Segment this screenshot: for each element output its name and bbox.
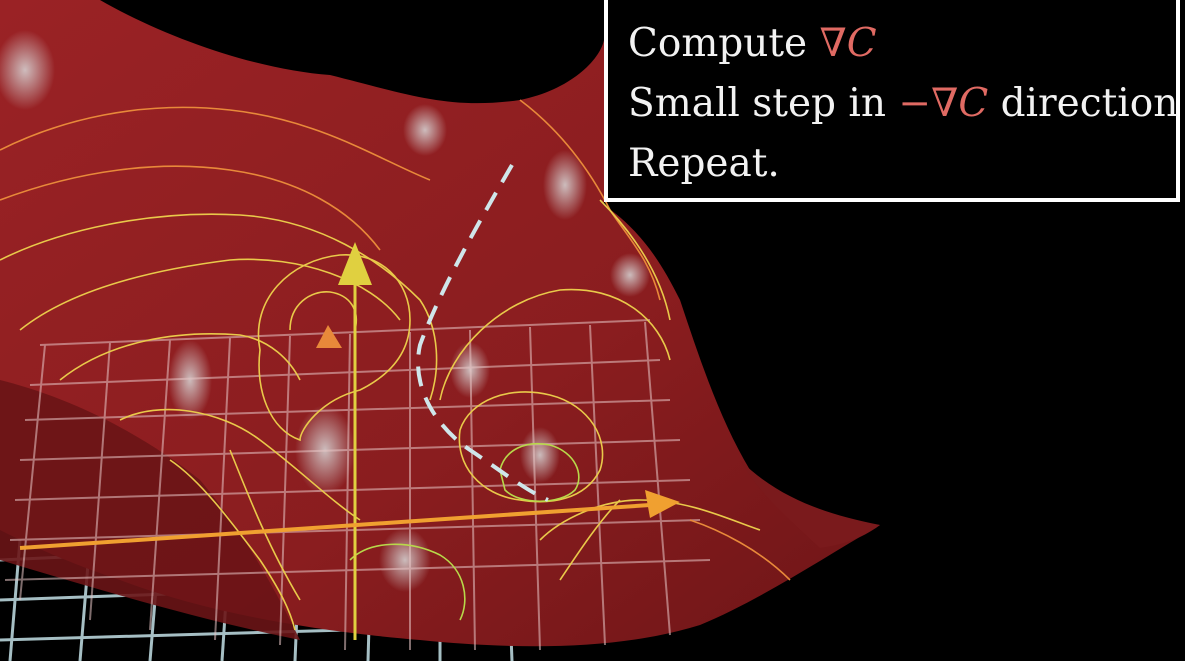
gradient-marker [316, 325, 342, 348]
cost-variable: C [846, 21, 877, 66]
caption-text: direction [988, 81, 1179, 126]
caption-line-step: Small step in −∇C direction [628, 74, 1179, 134]
y-axis-arrowhead [338, 242, 372, 285]
caption-text: Small step in [628, 81, 899, 126]
algorithm-caption-box: Compute ∇C Small step in −∇C direction R… [604, 0, 1180, 202]
nabla-symbol: ∇ [931, 81, 959, 126]
caption-text: Repeat. [628, 141, 780, 186]
contour-lines [0, 99, 791, 631]
cost-surface [0, 0, 880, 647]
descent-path [416, 163, 549, 502]
caption-line-compute: Compute ∇C [628, 14, 1176, 74]
surface-fold [0, 380, 300, 640]
x-axis [19, 503, 651, 550]
caption-line-repeat: Repeat. [628, 134, 1176, 194]
surface-edge [740, 460, 880, 548]
nabla-symbol: ∇ [819, 21, 847, 66]
caption-text: Compute [628, 21, 820, 66]
minus-symbol: − [898, 81, 932, 126]
cost-variable: C [958, 81, 989, 126]
surface-highlights [0, 30, 650, 592]
x-axis-arrowhead [645, 490, 680, 518]
